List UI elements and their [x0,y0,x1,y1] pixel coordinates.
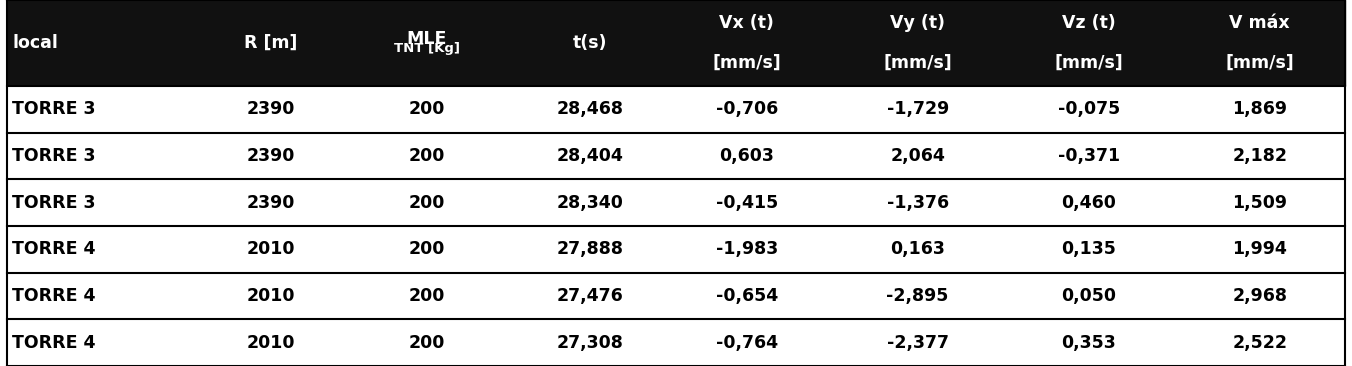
Text: local: local [12,34,58,52]
Text: 27,476: 27,476 [557,287,623,305]
Text: 200: 200 [408,147,445,165]
Text: 200: 200 [408,334,445,352]
Text: -2,895: -2,895 [887,287,949,305]
Text: [mm/s]: [mm/s] [1055,54,1124,72]
Text: 28,404: 28,404 [557,147,623,165]
Text: TNT [Kg]: TNT [Kg] [393,42,460,55]
Text: -0,415: -0,415 [715,194,777,212]
Text: -1,729: -1,729 [887,100,949,118]
Text: 27,308: 27,308 [557,334,623,352]
Text: -0,654: -0,654 [715,287,777,305]
Text: 1,509: 1,509 [1232,194,1287,212]
Text: [mm/s]: [mm/s] [1225,54,1294,72]
Text: 200: 200 [408,240,445,258]
Text: -0,371: -0,371 [1057,147,1119,165]
Text: 2390: 2390 [246,147,295,165]
Text: 0,460: 0,460 [1061,194,1117,212]
Text: 0,603: 0,603 [719,147,775,165]
Text: MLE: MLE [407,30,448,48]
Text: 0,163: 0,163 [890,240,945,258]
Text: 0,135: 0,135 [1061,240,1117,258]
Text: 200: 200 [408,287,445,305]
Text: 2,182: 2,182 [1232,147,1287,165]
Text: 0,353: 0,353 [1061,334,1115,352]
Text: 27,888: 27,888 [557,240,625,258]
Text: -2,377: -2,377 [887,334,949,352]
Text: 2010: 2010 [246,240,295,258]
Text: 28,468: 28,468 [557,100,625,118]
Text: -0,764: -0,764 [715,334,777,352]
Text: -1,983: -1,983 [715,240,777,258]
Text: TORRE 3: TORRE 3 [12,147,96,165]
Text: t(s): t(s) [573,34,608,52]
Text: 2390: 2390 [246,194,295,212]
Text: TORRE 4: TORRE 4 [12,334,96,352]
Text: R [m]: R [m] [245,34,297,52]
Text: 200: 200 [408,194,445,212]
Text: [mm/s]: [mm/s] [713,54,781,72]
Text: 200: 200 [408,100,445,118]
Text: 2,968: 2,968 [1232,287,1287,305]
Text: 1,869: 1,869 [1232,100,1287,118]
Text: [mm/s]: [mm/s] [883,54,952,72]
Text: 1,994: 1,994 [1232,240,1287,258]
Text: 2010: 2010 [246,287,295,305]
Text: 2,522: 2,522 [1232,334,1287,352]
Text: TORRE 3: TORRE 3 [12,100,96,118]
Text: -1,376: -1,376 [887,194,949,212]
Text: 2010: 2010 [246,334,295,352]
Text: V máx: V máx [1229,14,1290,32]
Text: 0,050: 0,050 [1061,287,1117,305]
Text: Vz (t): Vz (t) [1061,14,1115,32]
Text: Vy (t): Vy (t) [890,14,945,32]
Text: 28,340: 28,340 [557,194,623,212]
Text: TORRE 4: TORRE 4 [12,240,96,258]
Text: -0,075: -0,075 [1057,100,1119,118]
Text: 2390: 2390 [246,100,295,118]
Text: -0,706: -0,706 [715,100,777,118]
Text: TORRE 3: TORRE 3 [12,194,96,212]
Text: Vx (t): Vx (t) [719,14,775,32]
Text: 2,064: 2,064 [890,147,945,165]
Text: TORRE 4: TORRE 4 [12,287,96,305]
